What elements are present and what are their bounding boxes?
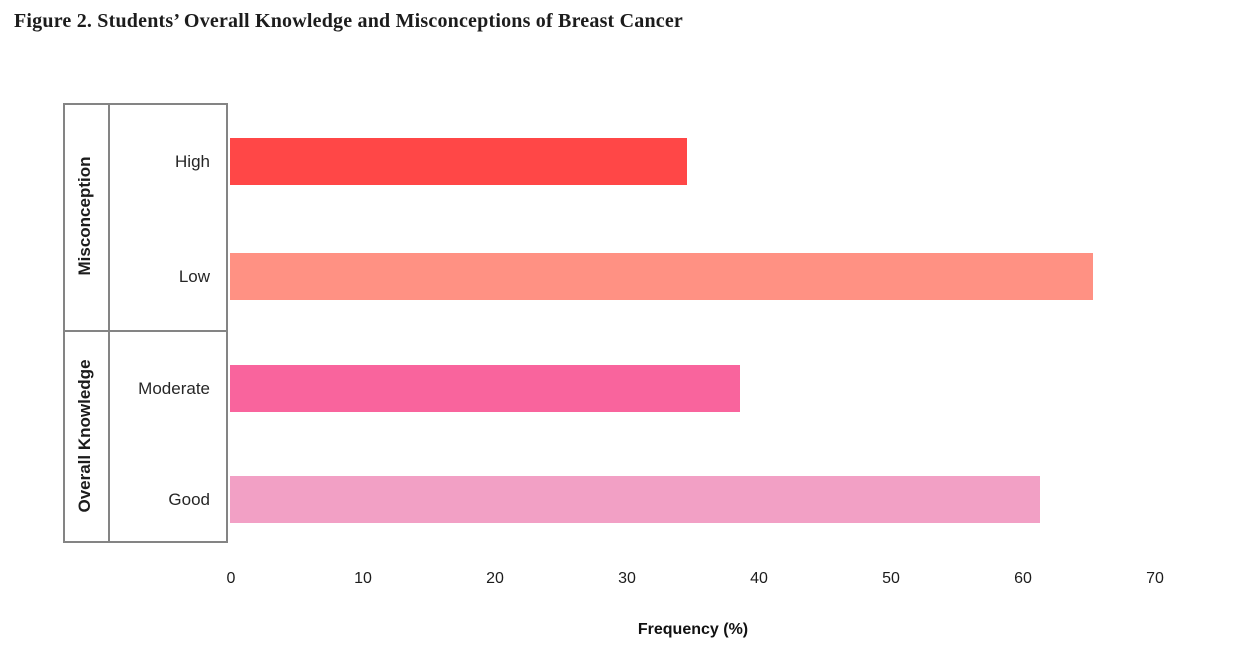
bar-low: [230, 253, 1093, 300]
category-label-low: Low: [178, 266, 210, 286]
x-tick-70: 70: [1146, 570, 1164, 587]
x-tick-0: 0: [226, 570, 236, 587]
bar-high: [230, 138, 687, 185]
figure-title: Figure 2. Students’ Overall Knowledge an…: [14, 10, 684, 32]
x-tick-30: 30: [618, 570, 636, 587]
x-tick-50: 50: [882, 570, 900, 587]
x-tick-10: 10: [354, 570, 372, 587]
category-label-high: High: [175, 151, 210, 171]
x-axis-label: Frequency (%): [637, 621, 749, 638]
table-row-divider: [65, 330, 226, 332]
x-tick-60: 60: [1014, 570, 1032, 587]
group-label-misconception: Misconception: [75, 156, 94, 276]
x-tick-20: 20: [486, 570, 504, 587]
group-label-overall-knowledge: Overall Knowledge: [75, 359, 94, 513]
bar-moderate: [230, 365, 740, 412]
table-column-divider: [108, 105, 110, 541]
category-label-table: [63, 103, 228, 543]
x-tick-40: 40: [750, 570, 768, 587]
category-label-moderate: Moderate: [138, 378, 210, 398]
bar-good: [230, 476, 1040, 523]
category-label-good: Good: [168, 489, 210, 509]
